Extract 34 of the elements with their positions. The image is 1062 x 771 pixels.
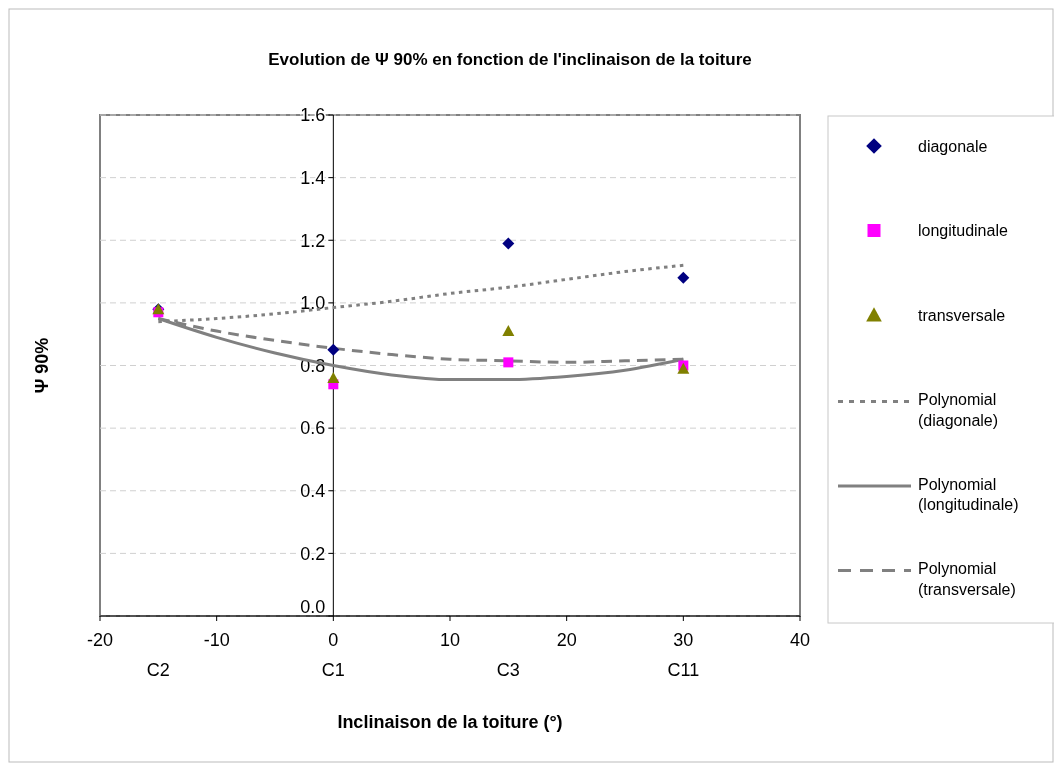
point [327, 343, 340, 356]
point [503, 357, 514, 368]
y-tick-label: 0.0 [300, 597, 326, 618]
legend-label: Polynomial (diagonale) [918, 391, 999, 429]
y-axis-title: Ψ 90% [32, 337, 52, 394]
x-tick-label: 40 [789, 630, 811, 650]
text: C2 [146, 660, 170, 680]
y-tick-label: 1.0 [300, 293, 326, 314]
chart-title: Evolution de Ψ 90% en fonction de l'inclinaison de la toiture [268, 50, 752, 69]
y-tick-label: 1.6 [300, 105, 326, 126]
x-tick-label: 20 [556, 630, 577, 650]
x-tick-label: -10 [203, 630, 230, 650]
text: C1 [321, 660, 345, 680]
x-axis-title: Inclinaison de la toiture (°) [337, 712, 563, 732]
legend-label: Polynomial (transversale) [918, 560, 1016, 598]
x-tick-label: 0 [328, 630, 339, 650]
x-tick-label: 10 [439, 630, 461, 650]
point [327, 372, 340, 384]
x-tick-label: 30 [673, 630, 694, 650]
point [502, 237, 515, 250]
legend-label: Polynomial (longitudinale) [918, 475, 1019, 514]
y-tick-label: 0.2 [300, 543, 326, 564]
text: C11 [667, 660, 700, 680]
y-tick-label: 0.6 [300, 418, 326, 439]
y-tick-label: 0.4 [300, 481, 326, 502]
y-tick-label: 1.4 [300, 167, 326, 188]
legend-label: longitudinale [918, 222, 1008, 240]
y-tick-label: 1.2 [300, 230, 326, 251]
point [677, 271, 690, 284]
legend-label: transversale [918, 306, 1006, 324]
legend-label: diagonale [918, 137, 988, 155]
x-tick-label: -20 [86, 630, 114, 650]
text: C3 [496, 660, 520, 680]
point [502, 325, 515, 337]
